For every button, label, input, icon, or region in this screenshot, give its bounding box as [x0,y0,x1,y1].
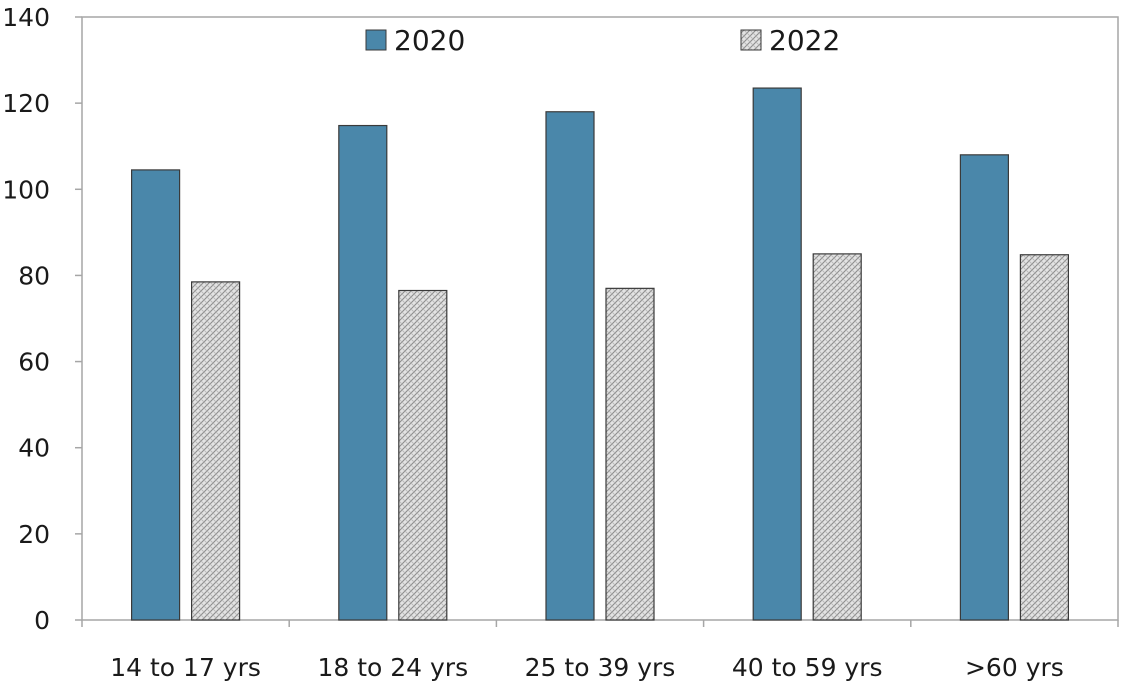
bar-2020-0 [131,169,181,621]
y-tick-label: 40 [18,434,50,463]
bar-2022-2 [605,287,655,621]
y-tick-label: 20 [18,520,50,549]
y-tick-label: 140 [2,3,50,32]
bar-2022-1 [398,289,448,621]
legend-swatch-2022 [740,29,762,51]
y-tick-label: 60 [18,348,50,377]
y-tick-label: 100 [2,175,50,204]
bar-2020-4 [959,154,1010,621]
y-tick-label: 80 [18,261,50,290]
x-tick-label: >60 yrs [965,653,1064,682]
bar-2022-4 [1019,254,1070,621]
y-tick-label: 120 [2,89,50,118]
legend-label-2022: 2022 [769,24,840,57]
plot-area-frame [81,16,1119,621]
x-tick-label: 40 to 59 yrs [732,653,883,682]
bar-2020-1 [338,124,388,621]
x-axis: 14 to 17 yrs 18 to 24 yrs 25 to 39 yrs 40 t… [81,620,1119,682]
legend-swatch-2020 [365,29,387,51]
y-axis: 0 20 40 60 80 100 120 140 [2,3,82,635]
legend-label-2020: 2020 [394,24,465,57]
bar-2020-3 [752,87,802,621]
bar-2020-2 [545,111,595,621]
bars [131,87,1070,621]
x-tick-label: 18 to 24 yrs [317,653,468,682]
x-tick-label: 14 to 17 yrs [110,653,261,682]
bar-2022-3 [812,253,862,621]
y-tick-label: 0 [34,606,50,635]
x-tick-label: 25 to 39 yrs [525,653,676,682]
bar-2022-0 [191,281,241,621]
legend: 2020 2022 [365,24,840,57]
